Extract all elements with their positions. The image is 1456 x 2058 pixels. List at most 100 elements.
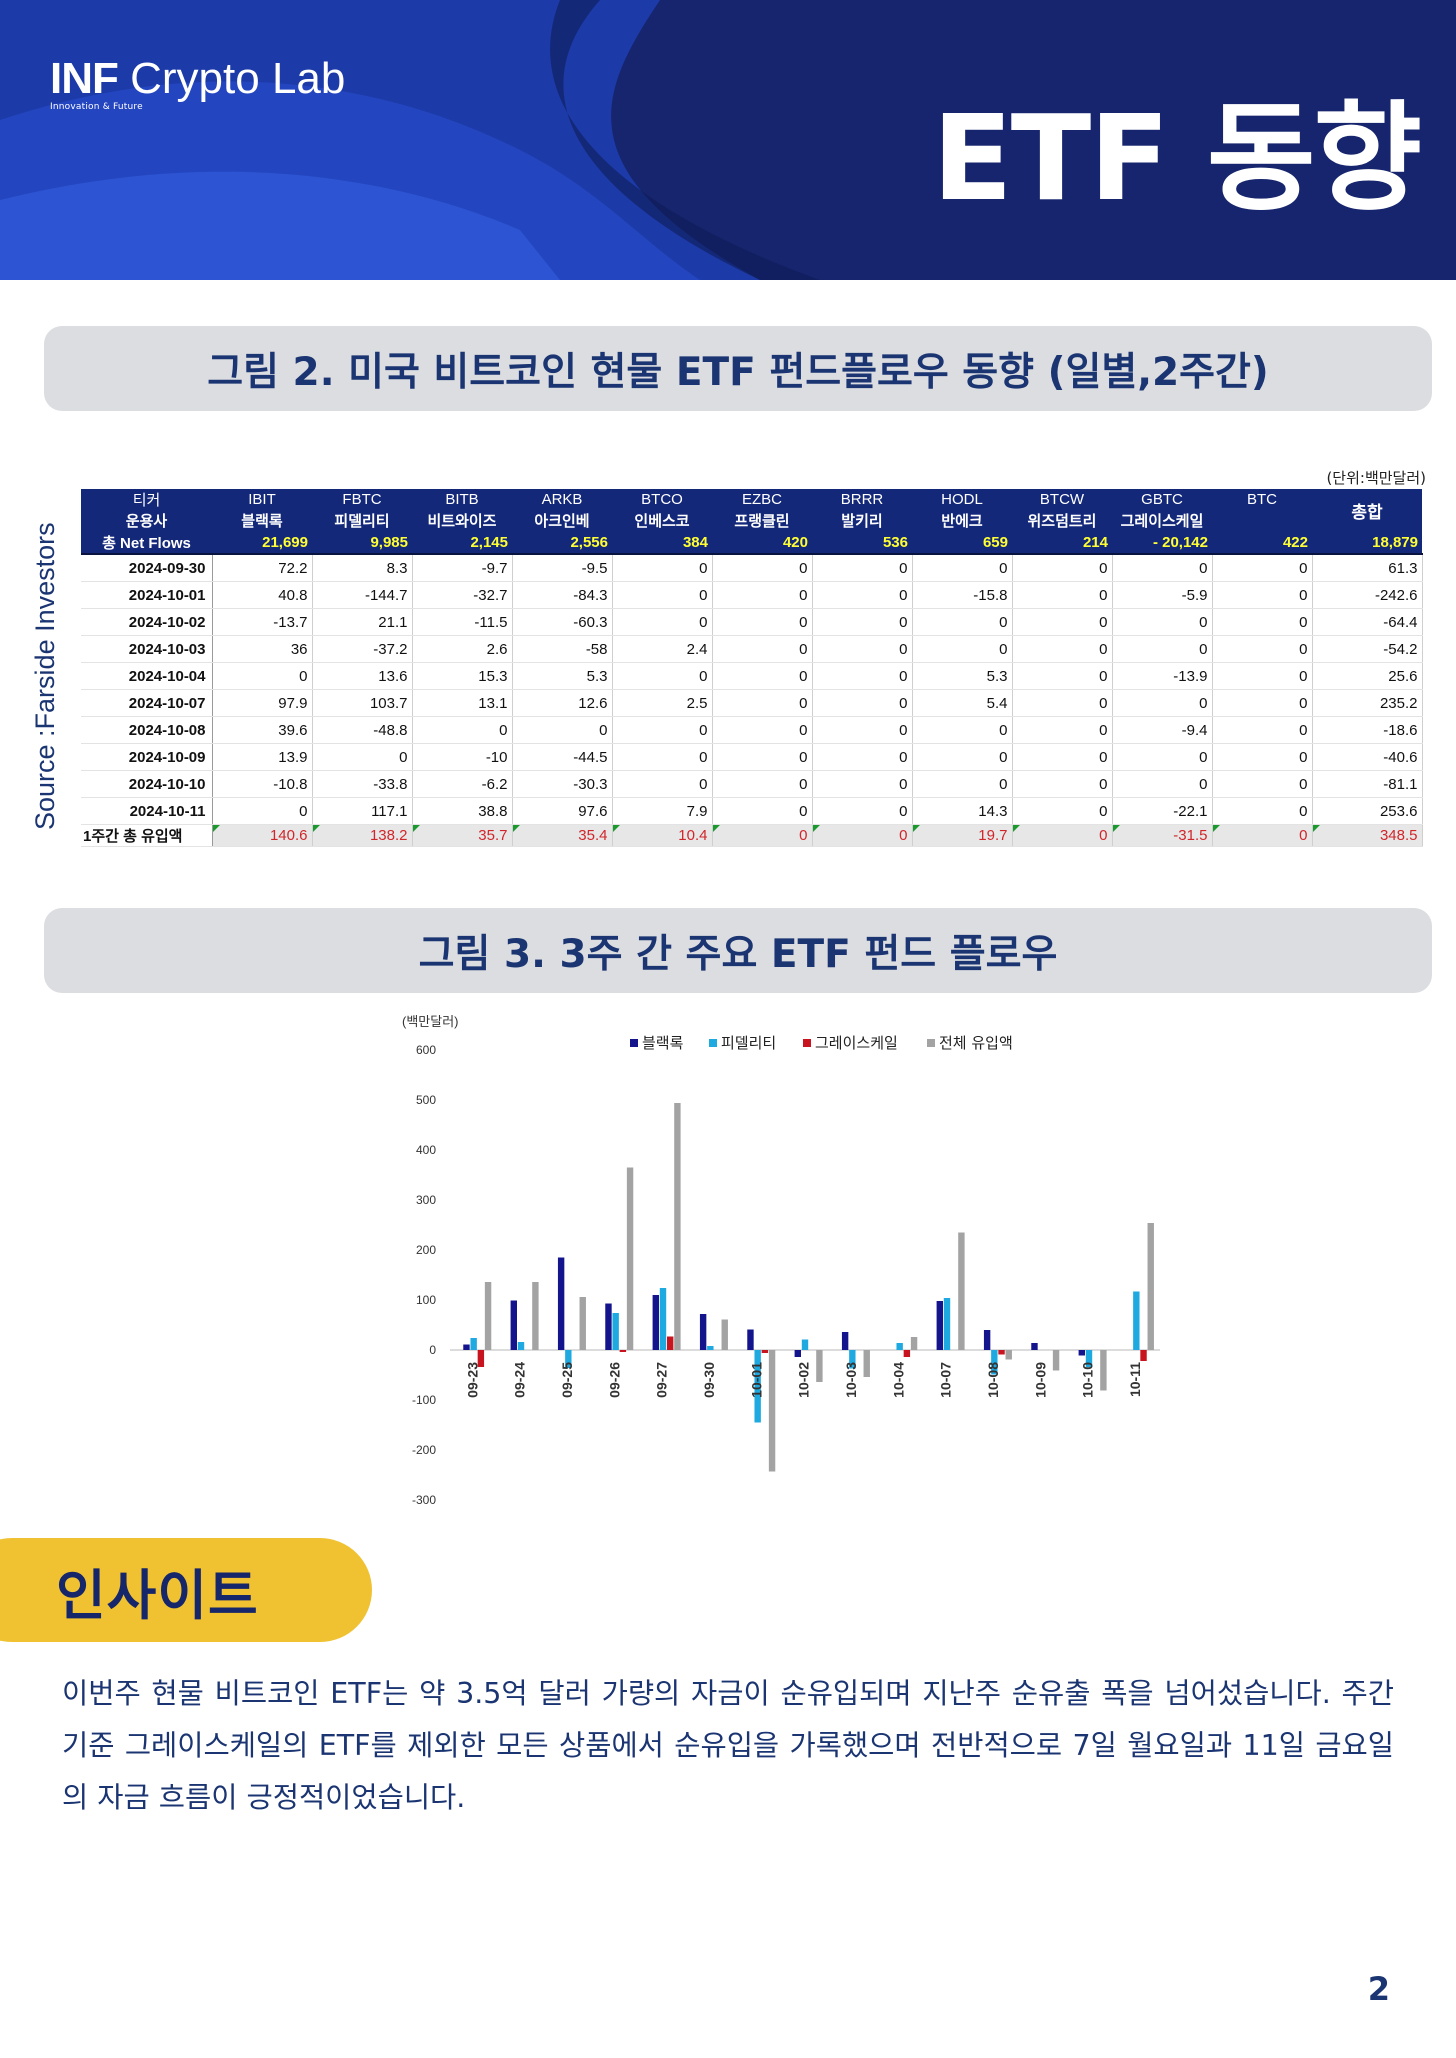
value-cell: 0 [1012, 770, 1113, 798]
value-cell: 103.7 [312, 689, 413, 717]
logo-wordmark: INF Crypto Lab [50, 56, 345, 102]
value-cell: 0 [712, 554, 813, 582]
table-body: 2024-09-30 72.2 8.3 -9.7 -9.5 0 0 0 0 0 0 0 61.3 2024… [81, 554, 1423, 847]
date-cell: 2024-10-01 [81, 581, 213, 609]
value-cell: -40.6 [1312, 743, 1423, 771]
value-cell: 0 [1212, 581, 1313, 609]
netflow-cell: 420 [712, 531, 812, 555]
bar-4 [910, 1337, 918, 1350]
table-row: 2024-10-09 13.9 0 -10 -44.5 0 0 0 0 0 0 0 -40.6 [81, 743, 1423, 771]
value-cell: 0 [812, 608, 913, 636]
table-row: 2024-10-01 40.8 -144.7 -32.7 -84.3 0 0 0 -15.8 0-… [81, 581, 1423, 609]
value-cell: -9.4 [1112, 716, 1213, 744]
ticker-cell: ARKB [512, 489, 612, 510]
value-cell: 0 [612, 716, 713, 744]
value-cell: 0 [912, 608, 1013, 636]
summary-value: 0 [1212, 824, 1313, 847]
ticker-cell: BITB [412, 489, 512, 510]
value-cell: 0 [612, 662, 713, 690]
legend-label: 블랙록 [642, 1034, 684, 1052]
summary-value: 0 [812, 824, 913, 847]
value-cell: 0 [1112, 635, 1213, 663]
value-cell: -58 [512, 635, 613, 663]
table-row: 2024-10-03 36 -37.2 2.6 -58 2.4 0 0 0 0 0 0 -54.2 [81, 635, 1423, 663]
value-cell: 0 [212, 797, 313, 825]
manager-cell: 인베스코 [612, 510, 712, 531]
summary-value: 0 [712, 824, 813, 847]
figure2-title: 그림 2. 미국 비트코인 현물 ETF 펀드플로우 동향 (일별,2주간) [44, 326, 1432, 411]
date-cell: 2024-10-02 [81, 608, 213, 636]
value-cell: -48.8 [312, 716, 413, 744]
bar-2 [707, 1346, 714, 1350]
value-cell: 117.1 [312, 797, 413, 825]
insight-label: 인사이트 [56, 1563, 259, 1627]
manager-cell: 아크인베 [512, 510, 612, 531]
insight-text: 이번주 현물 비트코인 ETF는 약 3.5억 달러 가량의 자금이 순유입되며… [62, 1677, 1395, 1814]
bar-1 [841, 1332, 849, 1350]
value-cell: 0 [712, 608, 813, 636]
summary-label: 1주간 총 유입액 [81, 824, 213, 847]
value-cell: 0 [812, 689, 913, 717]
value-cell: 12.6 [512, 689, 613, 717]
table-row: 2024-10-11 0 117.1 38.8 97.6 7.9 0 0 14.3 0 -22.1 0… [81, 797, 1423, 825]
value-cell: -11.5 [412, 608, 513, 636]
date-cell: 2024-10-04 [81, 662, 213, 690]
summary-value: 35.4 [512, 824, 613, 847]
bar-1 [1078, 1350, 1085, 1356]
value-cell: 0 [1012, 554, 1113, 582]
y-tick-label: 100 [416, 1293, 436, 1307]
bar-2 [612, 1313, 619, 1350]
value-cell: 0 [912, 554, 1013, 582]
summary-value: -31.5 [1112, 824, 1213, 847]
value-cell: -144.7 [312, 581, 413, 609]
value-cell: 8.3 [312, 554, 413, 582]
value-cell: 2.5 [612, 689, 713, 717]
value-cell: 0 [712, 743, 813, 771]
netflow-cell: 9,985 [312, 531, 412, 555]
bar-2 [943, 1298, 951, 1350]
x-tick-label: 10-09 [1032, 1362, 1048, 1398]
bar-2 [1085, 1350, 1093, 1367]
netflow-cell: 21,699 [212, 531, 312, 555]
value-cell: 0 [1212, 635, 1313, 663]
summary-value: 348.5 [1312, 824, 1423, 847]
total-header: 총합 [1312, 489, 1422, 531]
legend-swatch [630, 1039, 638, 1047]
value-cell: -64.4 [1312, 608, 1423, 636]
value-cell: 0 [1212, 608, 1313, 636]
value-cell: 0 [1112, 554, 1213, 582]
y-tick-label: 300 [416, 1193, 436, 1207]
value-cell: 25.6 [1312, 662, 1423, 690]
value-cell: 0 [812, 743, 913, 771]
value-cell: 0 [1012, 662, 1113, 690]
value-cell: 0 [1212, 743, 1313, 771]
manager-cell: 위즈덤트리 [1012, 510, 1112, 531]
summary-value: 35.7 [412, 824, 513, 847]
x-tick-label: 10-02 [796, 1362, 812, 1398]
page-title: ETF 동향 [932, 89, 1422, 227]
value-cell: 0 [812, 581, 913, 609]
bar-2 [659, 1288, 667, 1350]
bar-4 [1005, 1350, 1012, 1360]
value-cell: 0 [712, 581, 813, 609]
value-cell: 13.1 [412, 689, 513, 717]
value-cell: 0 [1112, 608, 1213, 636]
bar-4 [674, 1103, 681, 1350]
bar-3 [477, 1350, 485, 1367]
value-cell: -60.3 [512, 608, 613, 636]
manager-cell: 프랭클린 [712, 510, 812, 531]
bar-3 [1140, 1350, 1147, 1361]
bar-3 [667, 1336, 674, 1350]
header-banner: INF Crypto Lab Innovation & Future ETF 동… [0, 0, 1456, 280]
value-cell: 2.4 [612, 635, 713, 663]
x-tick-label: 10-03 [843, 1362, 859, 1398]
value-cell: 0 [1212, 716, 1313, 744]
unit-note: (단위:백만달러) [1326, 469, 1426, 487]
value-cell: -13.9 [1112, 662, 1213, 690]
value-cell: -242.6 [1312, 581, 1423, 609]
manager-cell: 그레이스케일 [1112, 510, 1212, 531]
summary-value: 138.2 [312, 824, 413, 847]
x-tick-label: 10-08 [985, 1362, 1001, 1398]
logo-brand-rest: Crypto Lab [130, 54, 346, 103]
x-tick-label: 09-27 [654, 1362, 670, 1398]
